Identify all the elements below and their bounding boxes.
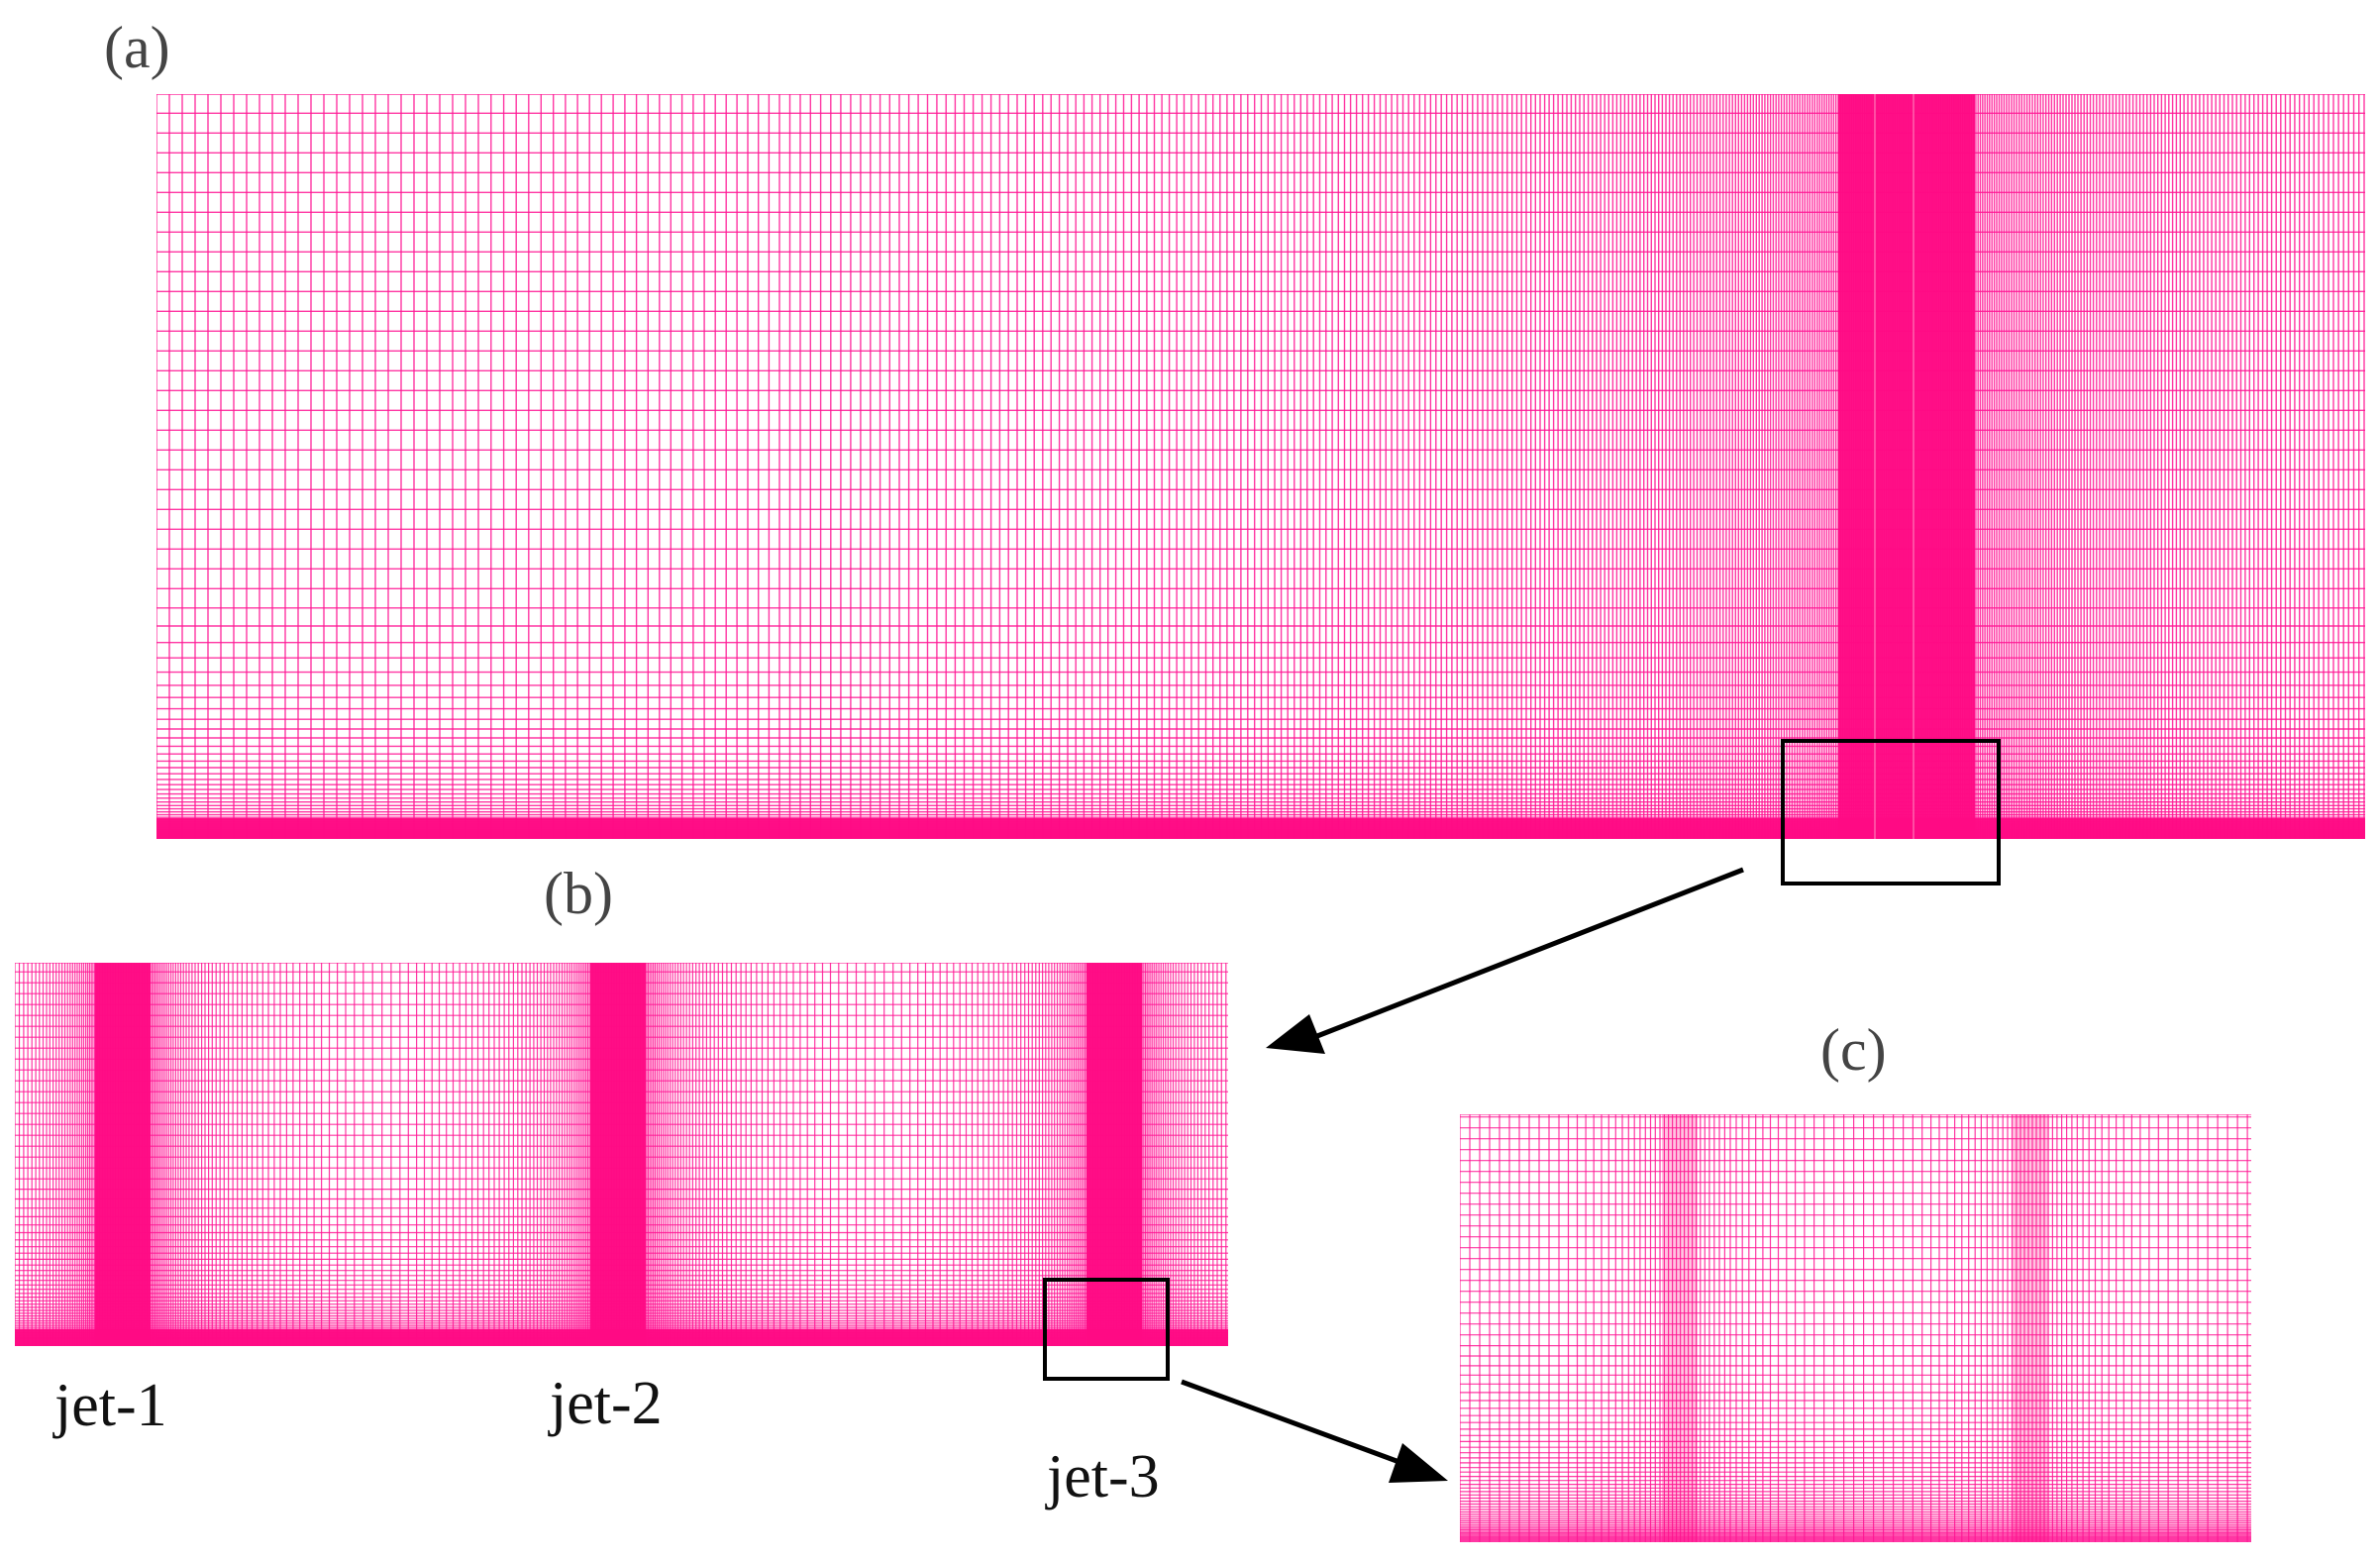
arrow-a-to-b <box>1266 867 1744 1054</box>
arrow-b-to-c <box>1181 1379 1448 1483</box>
panel-b-label: (b) <box>544 861 613 926</box>
zoom-box-b <box>1043 1278 1170 1381</box>
jet-3-label: jet-3 <box>1047 1443 1160 1510</box>
panel-c-label: (c) <box>1820 1017 1887 1083</box>
zoom-box-a <box>1781 739 2001 885</box>
panel-b-jet-region-mesh <box>15 963 1228 1346</box>
panel-a-full-domain-mesh <box>156 94 2365 839</box>
jet-1-label: jet-1 <box>54 1372 167 1439</box>
panel-a-label: (a) <box>104 15 170 80</box>
jet-2-label: jet-2 <box>550 1370 663 1437</box>
panel-c-jet-3-detail-mesh <box>1460 1114 2251 1542</box>
